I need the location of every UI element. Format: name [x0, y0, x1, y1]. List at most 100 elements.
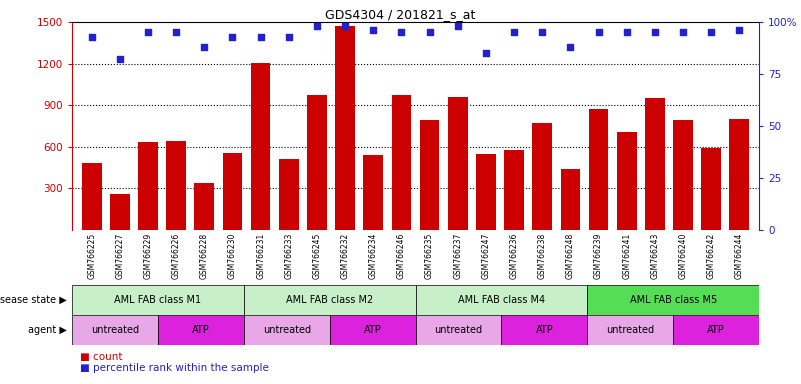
Text: GSM766237: GSM766237 — [453, 233, 462, 279]
Bar — [501, 315, 587, 345]
Text: untreated: untreated — [263, 325, 311, 335]
Point — [649, 29, 662, 35]
Text: ATP: ATP — [364, 325, 381, 335]
Bar — [561, 169, 580, 230]
Bar — [223, 153, 243, 230]
Bar — [587, 285, 759, 315]
Bar — [533, 122, 552, 230]
Bar — [138, 142, 158, 230]
Point — [508, 29, 521, 35]
Text: GSM766241: GSM766241 — [622, 233, 631, 279]
Text: ■ count: ■ count — [80, 352, 123, 362]
Point — [423, 29, 436, 35]
Point — [142, 29, 155, 35]
Bar — [730, 119, 749, 230]
Text: GSM766233: GSM766233 — [284, 233, 293, 279]
Text: GSM766228: GSM766228 — [199, 233, 209, 279]
Bar — [364, 155, 383, 230]
Bar — [420, 121, 440, 230]
Text: agent ▶: agent ▶ — [28, 325, 67, 335]
Text: GSM766230: GSM766230 — [228, 233, 237, 279]
Text: GSM766225: GSM766225 — [87, 233, 96, 279]
Text: GSM766231: GSM766231 — [256, 233, 265, 279]
Point — [620, 29, 633, 35]
Bar — [476, 154, 496, 230]
Text: GSM766239: GSM766239 — [594, 233, 603, 279]
Bar — [448, 97, 468, 230]
Text: AML FAB class M1: AML FAB class M1 — [115, 295, 201, 305]
Text: AML FAB class M4: AML FAB class M4 — [458, 295, 545, 305]
Bar — [330, 315, 416, 345]
Text: GSM766229: GSM766229 — [143, 233, 152, 279]
Text: GSM766227: GSM766227 — [115, 233, 124, 279]
Bar — [244, 315, 330, 345]
Point — [311, 23, 324, 29]
Point — [564, 44, 577, 50]
Bar — [72, 315, 158, 345]
Text: GSM766243: GSM766243 — [650, 233, 659, 279]
Bar — [244, 285, 416, 315]
Bar — [110, 194, 130, 230]
Point — [198, 44, 211, 50]
Text: GSM766244: GSM766244 — [735, 233, 744, 279]
Text: untreated: untreated — [606, 325, 654, 335]
Text: GSM766245: GSM766245 — [312, 233, 321, 279]
Bar — [279, 159, 299, 230]
Text: GDS4304 / 201821_s_at: GDS4304 / 201821_s_at — [325, 8, 476, 21]
Text: ■ percentile rank within the sample: ■ percentile rank within the sample — [80, 363, 269, 373]
Text: GSM766236: GSM766236 — [509, 233, 518, 279]
Bar — [645, 98, 665, 230]
Bar — [392, 96, 411, 230]
Bar — [587, 315, 673, 345]
Text: GSM766232: GSM766232 — [340, 233, 349, 279]
Point — [592, 29, 605, 35]
Text: GSM766234: GSM766234 — [368, 233, 378, 279]
Text: untreated: untreated — [91, 325, 139, 335]
Text: AML FAB class M5: AML FAB class M5 — [630, 295, 717, 305]
Text: disease state ▶: disease state ▶ — [0, 295, 67, 305]
Point — [283, 33, 296, 40]
Text: GSM766248: GSM766248 — [566, 233, 575, 279]
Bar — [416, 285, 587, 315]
Point — [85, 33, 98, 40]
Bar — [673, 315, 759, 345]
Point — [705, 29, 718, 35]
Point — [170, 29, 183, 35]
Point — [451, 23, 464, 29]
Text: GSM766238: GSM766238 — [537, 233, 547, 279]
Text: AML FAB class M2: AML FAB class M2 — [286, 295, 373, 305]
Bar — [702, 148, 721, 230]
Point — [339, 23, 352, 29]
Text: untreated: untreated — [434, 325, 482, 335]
Text: ATP: ATP — [192, 325, 210, 335]
Bar — [251, 63, 271, 230]
Bar — [167, 141, 186, 230]
Text: ATP: ATP — [535, 325, 553, 335]
Bar — [589, 109, 609, 230]
Text: ATP: ATP — [707, 325, 725, 335]
Bar — [673, 121, 693, 230]
Point — [536, 29, 549, 35]
Bar — [158, 315, 244, 345]
Text: GSM766242: GSM766242 — [706, 233, 715, 279]
Point — [480, 50, 493, 56]
Bar — [336, 26, 355, 230]
Point — [226, 33, 239, 40]
Point — [395, 29, 408, 35]
Bar — [617, 132, 637, 230]
Point — [733, 27, 746, 33]
Bar — [504, 150, 524, 230]
Bar — [82, 164, 102, 230]
Bar — [416, 315, 501, 345]
Text: GSM766226: GSM766226 — [171, 233, 181, 279]
Bar — [72, 285, 244, 315]
Point — [677, 29, 690, 35]
Point — [114, 56, 127, 63]
Text: GSM766247: GSM766247 — [481, 233, 490, 279]
Text: GSM766240: GSM766240 — [678, 233, 687, 279]
Text: GSM766246: GSM766246 — [397, 233, 406, 279]
Point — [254, 33, 267, 40]
Text: GSM766235: GSM766235 — [425, 233, 434, 279]
Bar — [307, 96, 327, 230]
Point — [367, 27, 380, 33]
